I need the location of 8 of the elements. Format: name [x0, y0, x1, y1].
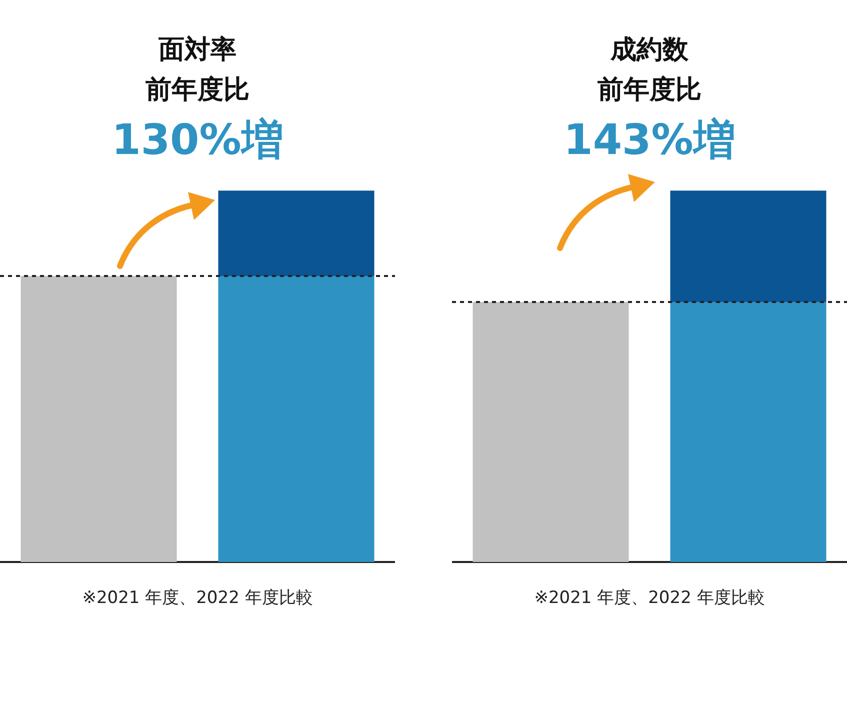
- chart-title: 成約数: [609, 34, 690, 67]
- text: ※2021 年度、2022 年度比較: [81, 587, 314, 609]
- text: ※2021 年度、2022 年度比較: [533, 587, 766, 609]
- text: 130%増: [110, 114, 284, 166]
- chart-title: 面対率: [158, 34, 238, 67]
- chart-subtitle: 前年度比: [144, 74, 250, 107]
- chart-subtitle: 前年度比: [596, 74, 702, 107]
- text: 143%増: [562, 114, 736, 166]
